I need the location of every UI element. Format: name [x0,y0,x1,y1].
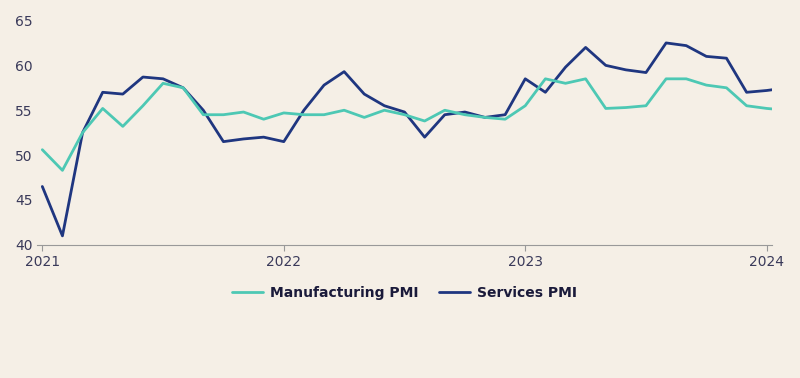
Services PMI [440,112,450,117]
Services PMI [238,137,248,141]
Services PMI [158,77,168,81]
Services PMI [339,70,349,74]
Services PMI [359,92,369,96]
Services PMI [38,184,47,189]
Services PMI [480,115,490,120]
Services PMI [722,56,731,60]
Services PMI [641,70,650,75]
Manufacturing PMI [299,112,309,117]
Manufacturing PMI [662,77,671,81]
Manufacturing PMI [641,104,650,108]
Services PMI [662,41,671,45]
Services PMI [138,75,148,79]
Manufacturing PMI [118,124,128,129]
Services PMI [682,43,691,48]
Services PMI [319,83,329,87]
Services PMI [541,90,550,94]
Manufacturing PMI [319,112,329,117]
Services PMI [460,110,470,114]
Manufacturing PMI [218,112,228,117]
Services PMI [78,130,87,135]
Manufacturing PMI [400,112,410,117]
Manufacturing PMI [98,106,107,111]
Manufacturing PMI [359,115,369,120]
Manufacturing PMI [420,119,430,123]
Manufacturing PMI [138,104,148,108]
Services PMI [561,65,570,70]
Manufacturing PMI [238,110,248,114]
Manufacturing PMI [581,77,590,81]
Services PMI [581,45,590,50]
Services PMI [379,104,389,108]
Manufacturing PMI [379,108,389,113]
Services PMI [621,68,630,72]
Legend: Manufacturing PMI, Services PMI: Manufacturing PMI, Services PMI [227,280,582,305]
Manufacturing PMI [500,117,510,121]
Manufacturing PMI [601,106,610,111]
Manufacturing PMI [621,105,630,110]
Manufacturing PMI [722,85,731,90]
Services PMI [218,139,228,144]
Manufacturing PMI [198,112,208,117]
Services PMI [58,234,67,238]
Manufacturing PMI [279,111,289,115]
Services PMI [279,139,289,144]
Services PMI [420,135,430,139]
Services PMI [742,90,751,94]
Services PMI [178,85,188,90]
Services PMI [782,85,792,90]
Manufacturing PMI [782,108,792,113]
Manufacturing PMI [259,117,269,121]
Services PMI [118,92,128,96]
Manufacturing PMI [78,130,87,135]
Services PMI [98,90,107,94]
Services PMI [601,63,610,68]
Manufacturing PMI [178,85,188,90]
Services PMI [259,135,269,139]
Services PMI [500,112,510,117]
Services PMI [762,88,771,93]
Services PMI [400,110,410,114]
Manufacturing PMI [58,168,67,173]
Manufacturing PMI [742,104,751,108]
Manufacturing PMI [702,83,711,87]
Manufacturing PMI [480,115,490,120]
Services PMI [521,77,530,81]
Services PMI [299,108,309,113]
Manufacturing PMI [38,147,47,152]
Line: Manufacturing PMI: Manufacturing PMI [42,74,800,170]
Manufacturing PMI [440,108,450,113]
Manufacturing PMI [521,104,530,108]
Manufacturing PMI [541,77,550,81]
Services PMI [198,108,208,113]
Manufacturing PMI [339,108,349,113]
Manufacturing PMI [762,106,771,111]
Manufacturing PMI [561,81,570,85]
Manufacturing PMI [158,81,168,85]
Services PMI [702,54,711,59]
Manufacturing PMI [682,77,691,81]
Manufacturing PMI [460,112,470,117]
Line: Services PMI: Services PMI [42,43,800,236]
